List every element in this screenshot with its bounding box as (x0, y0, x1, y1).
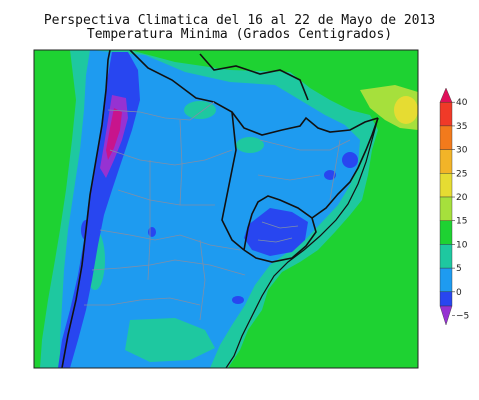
darkblue-brazil-spot-2 (324, 170, 336, 180)
magenta-andes-core (106, 108, 122, 160)
legend-band (439, 291, 453, 307)
legend-band (439, 267, 453, 293)
legend-band (439, 102, 453, 127)
legend-tick-label: −5 (456, 312, 469, 322)
map-title: Perspectiva Climatica del 16 al 22 de Ma… (43, 13, 436, 28)
darkblue-brazil-spot (342, 152, 358, 168)
legend-tick-label: 20 (456, 193, 468, 203)
darkblue-spot-2 (232, 296, 244, 304)
legend-band (439, 220, 453, 245)
legend-band (439, 305, 453, 326)
legend-tick-label: 35 (456, 122, 467, 132)
legend-band (439, 87, 453, 103)
yellow-ne (394, 96, 418, 124)
map-frame (33, 49, 419, 369)
country-borders (61, 50, 379, 368)
legend-tick-label: 0 (456, 288, 462, 298)
legend-tick-label: 40 (456, 98, 468, 108)
cyan-patch-east (236, 137, 264, 153)
coastline (225, 117, 379, 368)
province-borders (84, 101, 351, 321)
legend-band (439, 125, 453, 150)
legend-tick-label: 30 (456, 146, 468, 156)
legend-band (439, 149, 453, 174)
legend-band (439, 196, 453, 221)
legend-band (439, 173, 453, 198)
darkblue-uruguay (244, 208, 308, 256)
legend-tick-label: 25 (456, 169, 467, 179)
legend-band (439, 244, 453, 269)
legend-tick-label: 10 (456, 240, 468, 250)
cyan-patch-north (184, 101, 216, 119)
map-subtitle: Temperatura Minima (Grados Centigrados) (86, 27, 393, 42)
legend-tick-label: 15 (456, 217, 467, 227)
cyan-patch-south (125, 318, 215, 362)
legend-tick-label: 5 (456, 264, 462, 274)
